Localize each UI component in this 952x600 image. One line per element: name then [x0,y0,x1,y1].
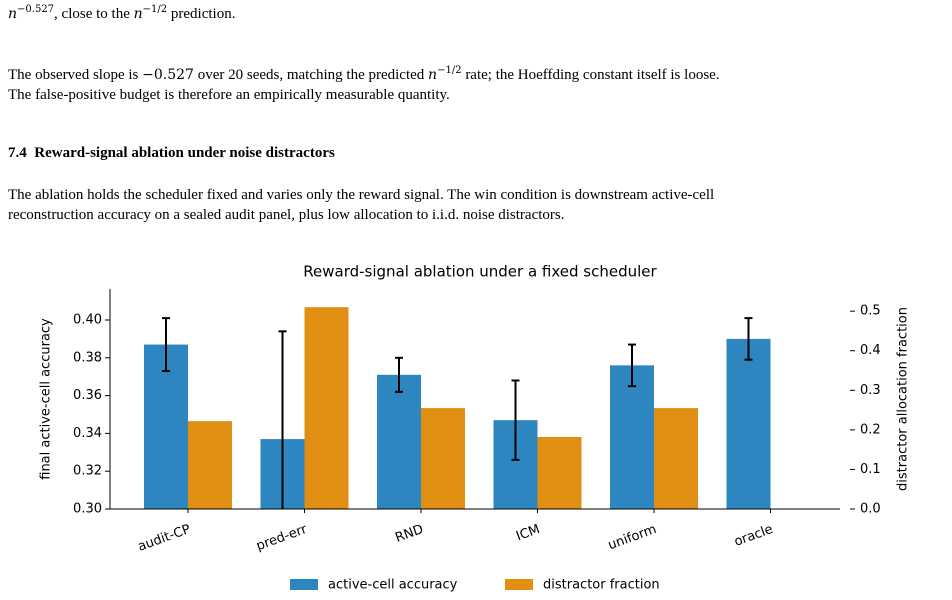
y2-tick-label: 0.4 [860,343,881,358]
y2-tick-label: 0.5 [860,304,881,319]
x-tick-label: uniform [606,522,658,553]
bar [610,365,654,509]
bar [304,307,349,509]
text: The observed slope is [8,67,143,83]
bar [421,408,465,509]
math: −1/2 [437,65,462,76]
x-tick-label: pred-err [254,522,309,554]
legend-label: distractor fraction [543,578,660,593]
error-bar [511,379,520,461]
bar [726,338,771,509]
y2-tick-label: 0.1 [860,462,881,477]
y-tick-label: 0.32 [73,464,102,479]
y-axis-label: final active-cell accuracy [39,318,54,480]
legend-swatch [290,579,318,590]
text: rate; the Hoeffding constant itself is l… [461,67,720,83]
y-tick-label: 0.30 [73,502,102,517]
text: prediction. [167,6,236,22]
x-tick-label: audit-CP [136,522,193,555]
error-bar [628,343,636,388]
math: n [8,6,18,22]
paragraph-line: reconstruction accuracy on a sealed audi… [8,207,565,223]
y-tick-label: 0.38 [73,350,102,365]
error-bar [278,330,287,509]
bar [654,408,698,509]
y-tick-label: 0.36 [73,388,102,403]
intro-line: n−0.527, close to the n−1/2 prediction. [8,4,235,23]
section-title: Reward-signal ablation under noise distr… [34,145,335,161]
math: −0.527 [142,67,194,83]
paragraph-line: The ablation holds the scheduler fixed a… [8,187,715,203]
y-tick-label: 0.34 [73,426,102,441]
paragraph-line: The observed slope is −0.527 over 20 see… [8,65,720,84]
bar [377,374,421,509]
error-bar [395,356,403,393]
text: over 20 seeds, matching the predicted [193,67,429,83]
chart-title: Reward-signal ablation under a fixed sch… [303,263,657,281]
math: n [428,67,438,83]
math: n [133,6,143,22]
text: , close to the [54,6,134,22]
y2-tick-label: 0.3 [860,383,881,398]
y2-tick-label: 0.0 [860,502,881,517]
bar [188,421,232,509]
error-bar [162,317,170,373]
math: −0.527 [17,4,55,15]
section-number: 7.4 [8,145,27,161]
x-tick-label: oracle [732,522,775,550]
legend-swatch [505,579,533,590]
plot-area [144,307,771,509]
bar [537,436,582,509]
y2-axis-label: distractor allocation fraction [896,307,911,491]
legend-label: active-cell accuracy [328,578,458,593]
math: −1/2 [142,4,168,15]
error-bar [744,317,753,361]
section-heading: 7.4 Reward-signal ablation under noise d… [8,145,335,162]
x-tick-label: ICM [514,522,542,544]
x-tick-label: RND [393,522,425,546]
y-tick-label: 0.40 [73,312,102,327]
paragraph-line: The false-positive budget is therefore a… [8,87,450,103]
y2-tick-label: 0.2 [860,422,881,437]
